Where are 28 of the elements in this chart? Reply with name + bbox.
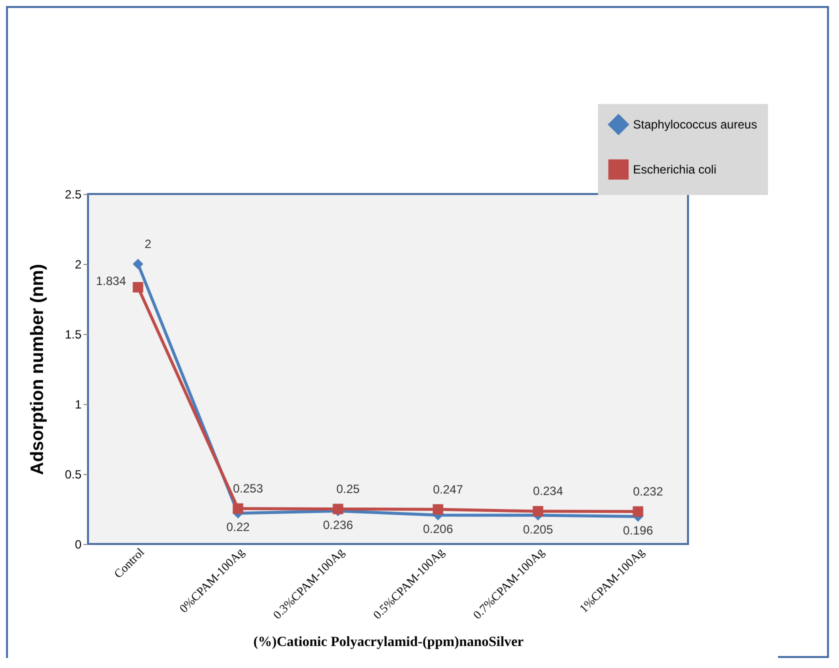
y-axis-title: Adsorption number (nm) bbox=[26, 264, 47, 475]
y-tick-label: 1 bbox=[74, 398, 82, 412]
data-label: 0.234 bbox=[532, 484, 564, 498]
data-label: 0.205 bbox=[522, 522, 554, 536]
data-label: 0.253 bbox=[232, 482, 264, 496]
point bbox=[532, 506, 544, 516]
data-label: 1.834 bbox=[96, 274, 126, 288]
y-tick-label: 2.5 bbox=[64, 188, 82, 202]
data-label: 0.206 bbox=[422, 522, 454, 536]
y-tick-label: 1.5 bbox=[64, 328, 82, 342]
legend-label: Escherichia coli bbox=[633, 162, 716, 176]
data-label: 0.232 bbox=[632, 484, 664, 499]
point bbox=[132, 258, 144, 270]
point bbox=[632, 506, 644, 517]
data-label: 0.247 bbox=[432, 482, 464, 496]
data-label: 0.236 bbox=[322, 518, 354, 532]
point bbox=[232, 503, 244, 514]
legend-label: Staphylococcus aureus bbox=[633, 118, 758, 132]
data-label: 0.196 bbox=[622, 524, 654, 538]
x-axis-title: (%)Cationic Polyacrylamid-(ppm)nanoSilver bbox=[253, 635, 524, 650]
point bbox=[132, 282, 144, 292]
data-label: 0.22 bbox=[226, 520, 250, 534]
point bbox=[432, 504, 444, 515]
y-tick-label: 0.5 bbox=[64, 468, 82, 482]
y-tick-label: 2 bbox=[74, 258, 82, 272]
data-label: 2 bbox=[144, 237, 152, 251]
data-label: 0.25 bbox=[336, 482, 360, 496]
y-tick-label: 0 bbox=[74, 538, 82, 552]
